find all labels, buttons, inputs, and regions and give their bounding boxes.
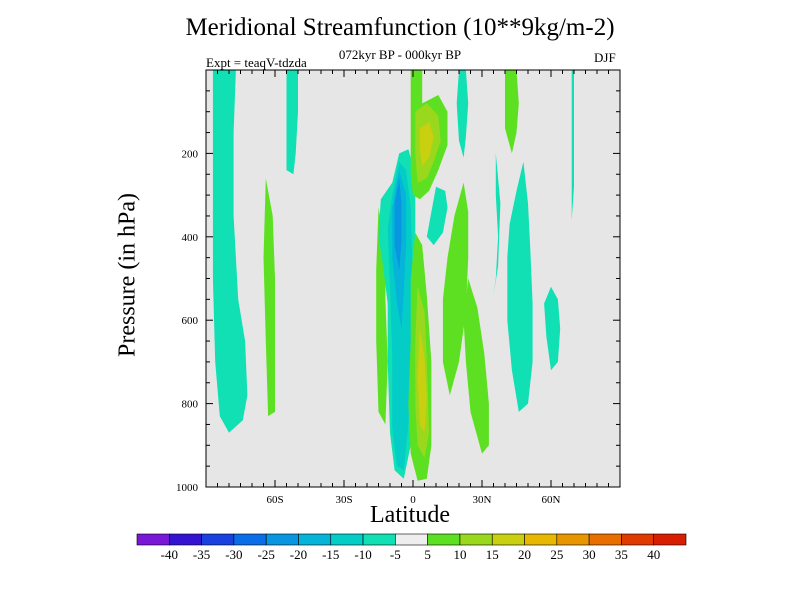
colorbar-swatch <box>298 533 332 546</box>
contour-tongue-55s <box>286 70 298 175</box>
season-label: DJF <box>594 50 616 65</box>
colorbar-label: 10 <box>453 547 466 562</box>
y-tick-label: 600 <box>182 315 199 327</box>
y-tick-label: 1000 <box>176 482 199 494</box>
colorbar-label: -10 <box>354 547 371 562</box>
contour-cyan-blob-12n <box>426 186 448 246</box>
x-tick-label: 60N <box>542 494 561 506</box>
colorbar-swatch <box>233 533 267 546</box>
colorbar-label: -5 <box>390 547 401 562</box>
contour-band-20n <box>442 182 469 396</box>
colorbar-swatch <box>265 533 299 546</box>
colorbar-swatch <box>491 533 525 546</box>
contour-blob-63n <box>544 286 561 371</box>
colorbar-swatch <box>588 533 622 546</box>
x-axis-label: Latitude <box>370 502 450 528</box>
colorbar-label: 5 <box>424 547 431 562</box>
colorbar-swatch <box>201 533 235 546</box>
colorbar-swatch <box>621 533 655 546</box>
y-tick-label: 800 <box>182 399 199 411</box>
x-tick-label: 0 <box>410 494 416 506</box>
y-tick-label: 200 <box>182 148 199 160</box>
colorbar-swatch <box>330 533 364 546</box>
colorbar-label: 15 <box>486 547 499 562</box>
contour-upper-green-41n <box>505 70 519 154</box>
experiment-label: Expt = teaqV-tdzda <box>206 55 307 70</box>
colorbar-label: 30 <box>583 547 596 562</box>
y-tick-label: 400 <box>182 232 199 244</box>
contour-streak-70n <box>571 70 574 221</box>
contour-band-48n <box>507 161 533 412</box>
colorbar-swatch <box>556 533 590 546</box>
colorbar-label: -15 <box>322 547 339 562</box>
colorbar-swatch <box>395 533 428 546</box>
colorbar-label: 20 <box>518 547 531 562</box>
contour-cyan-blob-20n <box>456 70 469 158</box>
colorbar-label: -30 <box>225 547 242 562</box>
colorbar-swatch <box>653 533 687 546</box>
contour-cyan-streak-45n <box>493 153 501 296</box>
colorbar-swatch <box>168 533 202 546</box>
colorbar-swatch <box>459 533 493 546</box>
x-tick-label: 30N <box>473 494 492 506</box>
contour-pos-lower-max <box>417 328 427 433</box>
colorbar-swatch <box>524 533 558 546</box>
colorbar-label: -35 <box>193 547 210 562</box>
x-tick-label: 60S <box>266 494 283 506</box>
colorbar-label: 25 <box>550 547 563 562</box>
colorbar-swatch <box>136 533 170 546</box>
colorbar-label: -25 <box>258 547 275 562</box>
chart-title: Meridional Streamfunction (10**9kg/m-2) <box>185 14 615 41</box>
chart-subtitle: 072kyr BP - 000kyr BP <box>338 47 462 62</box>
colorbar-label: -20 <box>290 547 307 562</box>
colorbar-label: 35 <box>615 547 628 562</box>
x-tick-label: 30S <box>335 494 352 506</box>
colorbar-swatch <box>362 533 396 546</box>
contour-band-63s <box>263 178 275 417</box>
contour-pos-upper-max <box>419 122 434 166</box>
colorbar-label: 40 <box>647 547 660 562</box>
contour-tongue-80s <box>212 70 248 433</box>
colorbar-label: -40 <box>161 547 178 562</box>
contour-neg-cell-core-3 <box>394 178 402 271</box>
contour-band-28n <box>463 278 489 454</box>
colorbar-swatch <box>427 533 461 546</box>
